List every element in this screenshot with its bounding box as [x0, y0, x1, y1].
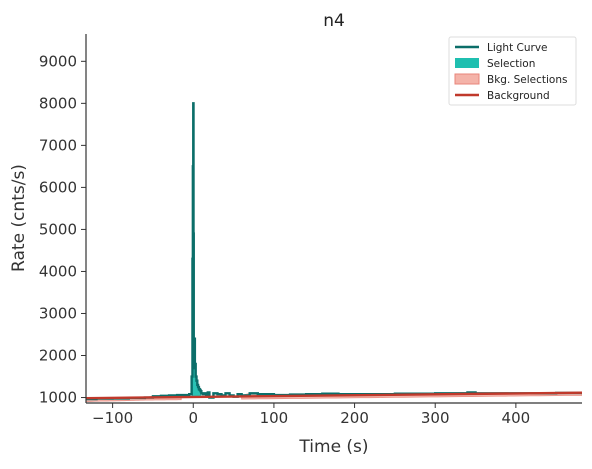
y-tick-label: 4000 [39, 262, 77, 280]
legend-label: Light Curve [487, 42, 548, 54]
legend-label: Bkg. Selections [487, 74, 567, 86]
y-tick-label: 8000 [39, 94, 77, 112]
plot-area [86, 102, 582, 403]
axes: −100 0 100 200 300 400 1000 2000 3000 4000 5000 600… [39, 34, 582, 427]
y-tick-label: 2000 [39, 347, 77, 365]
chart-title: n4 [323, 11, 345, 31]
y-tick-label: 1000 [39, 389, 77, 407]
y-axis-label: Rate (cnts/s) [9, 164, 29, 272]
y-tick-label: 5000 [39, 220, 77, 238]
legend-label: Background [487, 90, 550, 102]
background-line [86, 391, 582, 400]
x-tick-label: −100 [92, 409, 133, 427]
x-tick-label: 300 [421, 409, 450, 427]
x-tick-label: 0 [188, 409, 198, 427]
x-tick-label: 200 [340, 409, 369, 427]
y-tick-label: 3000 [39, 304, 77, 322]
legend: Light Curve Selection Bkg. Selections Backg… [448, 36, 577, 106]
plot-content [86, 102, 582, 403]
legend-swatch-patch [455, 58, 479, 68]
legend-swatch-patch [454, 73, 480, 85]
y-tick-label: 7000 [39, 136, 77, 154]
x-tick-label: 400 [502, 409, 531, 427]
legend-box [448, 36, 577, 106]
legend-label: Selection [487, 58, 535, 70]
x-tick-label: 100 [260, 409, 289, 427]
y-tick-label: 6000 [39, 178, 77, 196]
y-tick-label: 9000 [39, 52, 77, 70]
x-axis-label: Time (s) [298, 437, 368, 457]
light-curve-line [86, 102, 582, 401]
